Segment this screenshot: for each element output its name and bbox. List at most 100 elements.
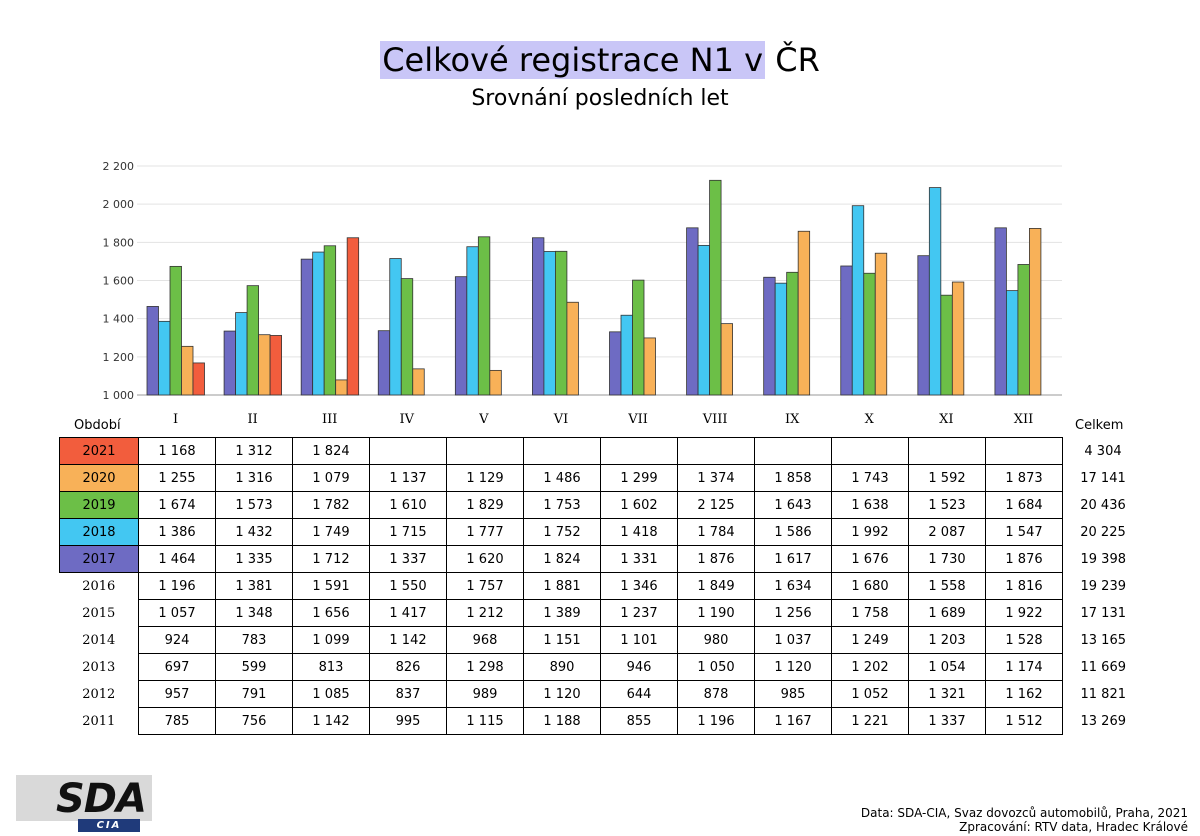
source-line-2: Zpracování: RTV data, Hradec Králové — [959, 820, 1188, 834]
table-cell: 1 824 — [523, 545, 601, 573]
table-cell: 1 237 — [600, 599, 678, 627]
bar-2020-XI — [951, 281, 965, 396]
bar-2020-X — [874, 252, 888, 396]
table-cell: 1 202 — [831, 653, 909, 681]
bar-2021-I — [192, 362, 205, 396]
table-cell: 1 922 — [985, 599, 1063, 627]
table-cell: 1 674 — [138, 491, 216, 519]
bar-2020-VI — [566, 301, 579, 396]
chart-bars — [146, 179, 1042, 396]
bar-2017-IV — [377, 330, 391, 396]
y-tick-label: 1 800 — [103, 236, 135, 249]
row-total: 4 304 — [1084, 443, 1122, 459]
bar-2017-II — [223, 330, 236, 396]
table-cell: 1 335 — [215, 545, 293, 573]
table-row: 2017 1 464 1 335 1 712 1 337 1 620 1 824 1 331 1… — [59, 545, 1136, 573]
table-cell: 1 547 — [985, 518, 1063, 546]
table-cell: 1 464 — [138, 545, 216, 573]
logo-background — [16, 775, 152, 821]
table-cell: 1 389 — [523, 599, 601, 627]
row-total: 13 269 — [1080, 713, 1127, 729]
table-cell — [908, 437, 986, 465]
table-cell: 697 — [138, 653, 216, 681]
row-year-label: 2017 — [59, 545, 139, 573]
bar-2017-V — [454, 276, 468, 396]
bar-2018-VIII — [697, 244, 710, 396]
table-cell: 826 — [369, 653, 447, 681]
table-cell: 1 712 — [292, 545, 370, 573]
chart-title-highlighted: Celkové registrace N1 v — [380, 41, 766, 79]
bar-2018-IV — [389, 258, 402, 396]
table-cell: 1 777 — [446, 518, 524, 546]
bar-2020-XII — [1029, 228, 1042, 396]
row-total: 17 141 — [1080, 470, 1126, 486]
row-year-label: 2012 — [82, 686, 116, 702]
table-cell: 1 212 — [446, 599, 524, 627]
row-total: 13 165 — [1080, 632, 1127, 648]
table-cell: 1 573 — [215, 491, 293, 519]
table-cell: 1 346 — [600, 572, 678, 600]
table-cell: 1 432 — [215, 518, 293, 546]
table-cell: 1 617 — [754, 545, 832, 573]
table-cell: 1 873 — [985, 464, 1063, 492]
table-cell: 1 203 — [908, 626, 986, 654]
table-cell: 1 643 — [754, 491, 832, 519]
chart-grid — [137, 165, 1062, 396]
table-cell: 1 052 — [831, 680, 909, 708]
bar-2017-XII — [994, 227, 1007, 396]
bar-2018-I — [158, 320, 171, 396]
row-year-label: 2018 — [59, 518, 139, 546]
table-row: 2016 1 196 1 381 1 591 1 550 1 757 1 881 1 346 1… — [60, 572, 1136, 600]
y-tick-label: 2 000 — [103, 198, 135, 211]
table-cell: 1 168 — [138, 437, 216, 465]
table-cell: 1 298 — [446, 653, 524, 681]
table-cell: 791 — [215, 680, 293, 708]
table-cell: 1 381 — [215, 572, 293, 600]
table-cell: 756 — [215, 707, 293, 735]
table-cell: 1 730 — [908, 545, 986, 573]
row-year-label: 2015 — [82, 605, 116, 621]
table-cell: 1 418 — [600, 518, 678, 546]
table-cell: 980 — [677, 626, 755, 654]
table-cell: 968 — [446, 626, 524, 654]
row-total: 20 225 — [1080, 524, 1126, 540]
table-cell: 1 115 — [446, 707, 524, 735]
bar-2018-VI — [543, 251, 556, 396]
y-tick-label: 2 200 — [103, 160, 135, 173]
row-year-label: 2014 — [82, 632, 116, 648]
logo-main-text: SDA — [56, 776, 147, 822]
table-row: 2012 957 791 1 085 837 989 1 120 644 878 985 1 052… — [60, 680, 1136, 708]
table-row: 2015 1 057 1 348 1 656 1 417 1 212 1 389 1 237 1… — [60, 599, 1136, 627]
table-cell: 599 — [215, 653, 293, 681]
source-line-1: Data: SDA-CIA, Svaz dovozců automobilů, … — [860, 806, 1188, 820]
bar-2018-III — [312, 251, 325, 396]
table-cell: 837 — [369, 680, 447, 708]
bar-2019-XI — [940, 294, 953, 396]
x-tick-label: X — [865, 412, 875, 427]
table-cell: 957 — [138, 680, 216, 708]
row-total: 20 436 — [1080, 497, 1126, 513]
table-cell: 2 125 — [677, 491, 755, 519]
table-cell: 1 591 — [292, 572, 370, 600]
table-cell: 1 188 — [523, 707, 601, 735]
table-row: 2019 1 674 1 573 1 782 1 610 1 829 1 753 1 602 2… — [59, 491, 1136, 519]
table-cell: 1 151 — [523, 626, 601, 654]
row-year-label: 2021 — [59, 437, 139, 465]
table-cell: 1 054 — [908, 653, 986, 681]
table-cell: 1 523 — [908, 491, 986, 519]
table-cell: 1 602 — [600, 491, 678, 519]
table-header-total: Celkem — [1075, 418, 1124, 433]
table-cell: 1 749 — [292, 518, 370, 546]
table-cell: 644 — [600, 680, 678, 708]
table-cell: 1 715 — [369, 518, 447, 546]
bar-2019-IX — [786, 271, 799, 396]
table-cell — [985, 437, 1063, 465]
table-cell: 855 — [600, 707, 678, 735]
table-cell: 1 374 — [677, 464, 755, 492]
row-year-label: 2011 — [82, 713, 116, 729]
table-cell: 1 753 — [523, 491, 601, 519]
table-cell — [677, 437, 755, 465]
table-header-period: Období — [74, 418, 121, 433]
bar-2017-VIII — [686, 227, 699, 396]
x-tick-label: XII — [1014, 412, 1034, 427]
